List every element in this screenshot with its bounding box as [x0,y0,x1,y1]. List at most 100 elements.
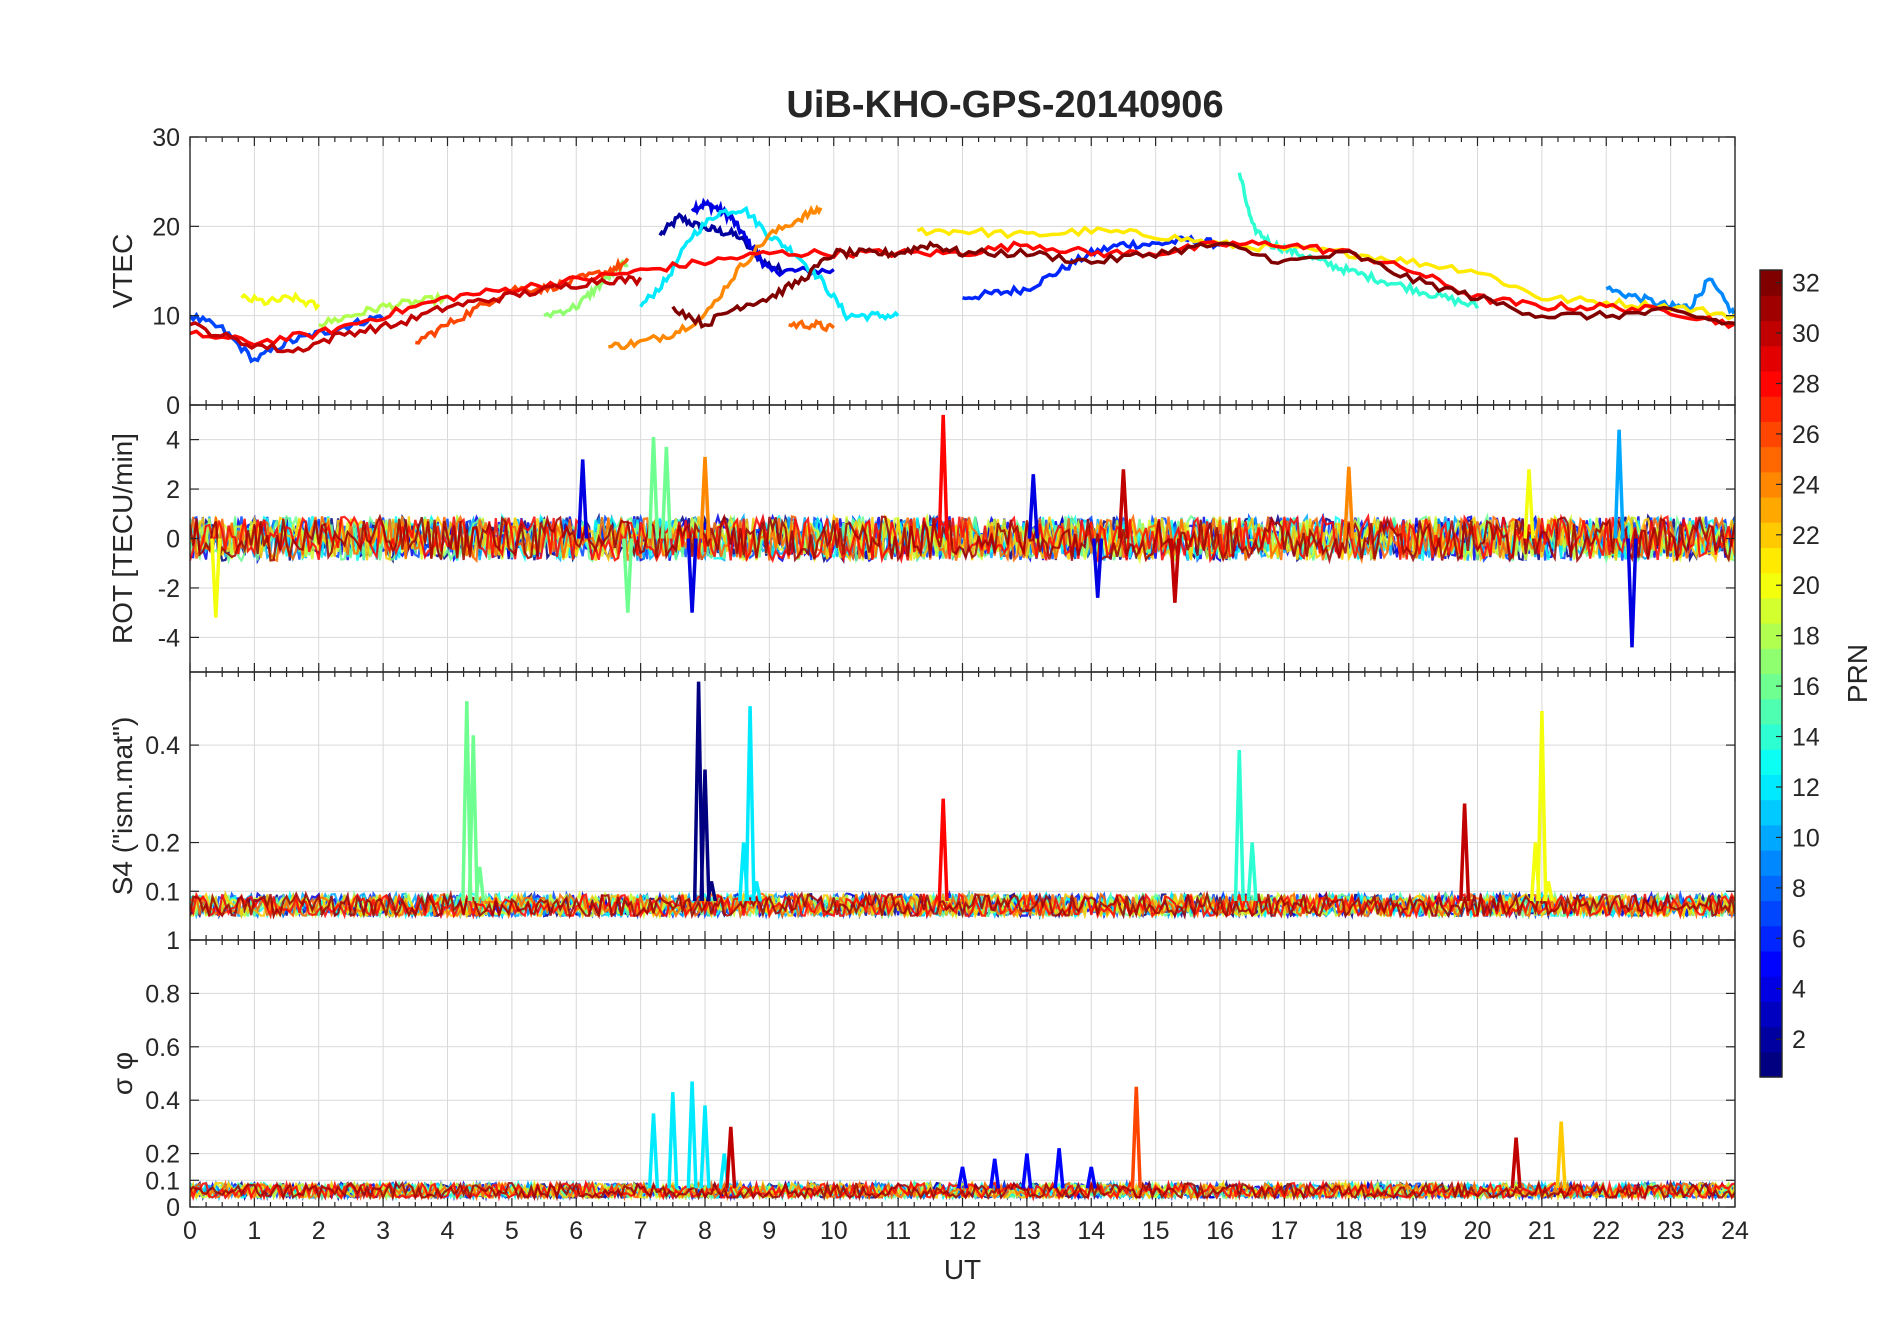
spike-prn-1 [699,769,711,902]
spike-prn-5 [989,1158,1001,1189]
ytick-label-sigma_phi: 1 [166,927,180,955]
colorbar-swatch [1760,698,1782,725]
x-axis-label: UT [944,1254,981,1285]
spike-prn-12 [647,1113,660,1189]
xtick-label: 17 [1270,1217,1298,1245]
series-prn-30 [190,274,643,354]
series-prn-14 [1237,172,1480,310]
colorbar-swatch [1760,370,1782,397]
colorbar-swatch [1760,824,1782,851]
series-group-rot [190,414,1735,648]
series-prn-32 [671,240,1735,330]
colorbar-swatch [1760,648,1782,675]
xtick-label: 22 [1592,1217,1620,1245]
y-axis-label-sigma_phi: σ φ [107,1052,138,1095]
colorbar-tick-label: 16 [1792,673,1820,701]
xtick-label: 21 [1528,1217,1556,1245]
colorbar-swatch [1760,572,1782,599]
spike-prn-5 [956,1166,969,1189]
colorbar-tick-label: 14 [1792,724,1820,752]
y-axis-label-rot: ROT [TECU/min] [107,433,138,644]
colorbar-swatch [1760,446,1782,473]
spike-prn-12 [750,881,763,902]
ytick-label-sigma_phi: 0.6 [145,1034,180,1062]
spike-prn-1 [692,681,705,902]
series-prn-25 [788,318,836,333]
colorbar-swatch [1760,723,1782,750]
colorbar-tick-label: 10 [1792,824,1820,852]
spike-prn-10 [1613,429,1625,539]
series-prn-21 [916,225,1735,321]
colorbar-swatch [1760,950,1782,977]
ytick-label-sigma_phi: 0.1 [145,1167,180,1195]
spike-prn-5 [1053,1148,1065,1189]
panel-s4: 0.1 0.2 0.4S4 ("ism.mat") [107,671,1736,941]
colorbar-tick-label: 8 [1792,875,1806,903]
ytick-label-rot: 4 [166,427,180,455]
xtick-label: 19 [1399,1217,1427,1245]
colorbar-swatch [1760,547,1782,574]
spike-prn-30 [725,1126,737,1189]
xtick-label: 2 [312,1217,326,1245]
grid-vtec [189,136,1736,406]
xtick-label: 5 [505,1217,519,1245]
ticks-vtec [189,136,1736,406]
ytick-label-rot: -4 [158,624,180,652]
colorbar-swatch [1760,522,1782,549]
ytick-label-sigma_phi: 0.8 [145,980,180,1008]
colorbar-swatch [1760,623,1782,649]
spike-prn-20 [210,538,222,618]
spike-prn-16 [467,735,479,902]
spike-prn-28 [937,414,949,539]
colorbar-tick-label: 4 [1792,976,1806,1004]
colorbar-tick-label: 28 [1792,370,1820,398]
spike-prn-12 [699,1105,711,1189]
colorbar-swatch [1760,421,1782,448]
colorbar-swatch [1760,597,1782,624]
spike-prn-28 [937,798,949,902]
colorbar-tick-label: 20 [1792,572,1820,600]
spike-prn-4 [686,538,698,613]
spike-prn-30 [1169,538,1181,603]
xtick-label: 1 [247,1217,261,1245]
series-prn-18 [318,291,449,329]
xtick-label: 15 [1142,1217,1170,1245]
colorbar-tick-label: 18 [1792,623,1820,651]
spike-prn-5 [1021,1153,1033,1189]
spike-prn-5 [1085,1166,1097,1189]
series-group-vtec [190,172,1735,364]
spike-prn-4 [1027,474,1039,539]
ytick-label-s4: 0.4 [145,732,180,760]
xtick-label: 23 [1657,1217,1685,1245]
xtick-label: 13 [1013,1217,1041,1245]
ytick-label-s4: 0.2 [145,830,180,858]
spike-prn-30 [1510,1137,1522,1189]
spike-prn-30 [1459,803,1471,902]
y-axis-label-vtec: VTEC [107,234,138,309]
xtick-label: 16 [1206,1217,1234,1245]
colorbar-swatch [1760,774,1782,801]
noise-line-prn-31 [190,1179,1735,1202]
series-prn-20 [240,291,321,312]
series-prn-12 [639,205,900,323]
panel-vtec: 0 10 20 30 VTEC [107,124,1736,420]
ytick-label-rot: -2 [158,575,180,603]
ytick-label-rot: 2 [166,476,180,504]
xtick-label: 8 [698,1217,712,1245]
series-prn-4 [690,197,835,278]
colorbar-tick-label: 30 [1792,320,1820,348]
spike-prn-20 [1523,469,1535,539]
xtick-label: 7 [634,1217,648,1245]
spike-prn-20 [1542,881,1554,902]
ytick-label-sigma_phi: 0 [166,1194,180,1222]
y-axis-label-s4: S4 ("ism.mat") [107,717,138,896]
spike-prn-12 [744,706,756,902]
colorbar-tick-label: 12 [1792,774,1820,802]
xtick-label: 12 [949,1217,977,1245]
xtick-label: 20 [1464,1217,1492,1245]
ticks-s4 [189,672,1736,940]
spike-prn-12 [667,1092,679,1189]
colorbar-swatch [1760,976,1782,1002]
